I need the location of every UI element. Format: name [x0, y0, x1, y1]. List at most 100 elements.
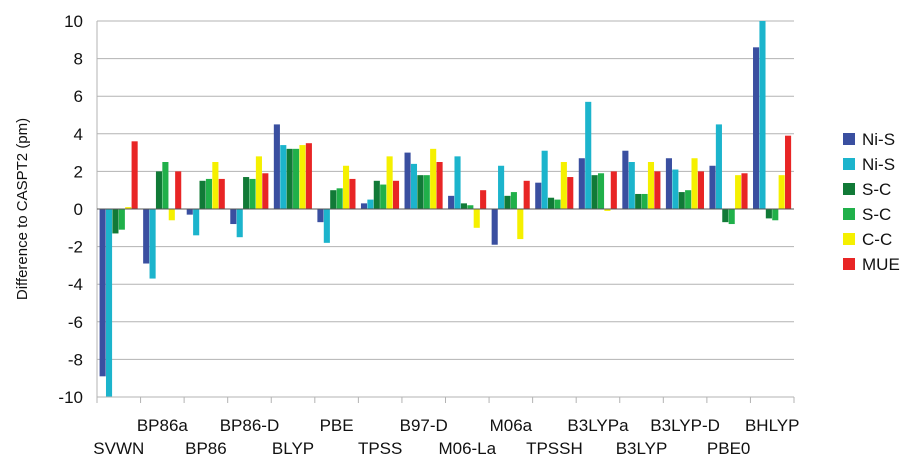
bar	[367, 199, 374, 209]
x-category-label: B3LYP-D	[650, 416, 720, 435]
bar	[604, 209, 611, 211]
bar	[654, 171, 661, 209]
bar	[323, 209, 330, 243]
bar	[386, 156, 393, 209]
bar	[336, 188, 343, 209]
bar	[373, 180, 380, 209]
bar	[125, 207, 132, 209]
legend-swatch	[843, 233, 855, 245]
bar	[131, 141, 138, 209]
bar	[118, 209, 125, 230]
bar	[199, 180, 206, 209]
x-category-label: B3LYP	[616, 439, 668, 457]
bar	[410, 163, 418, 209]
bar	[342, 165, 350, 209]
bar	[112, 209, 119, 234]
bar	[772, 209, 779, 221]
bar	[610, 171, 617, 209]
bar	[212, 162, 219, 209]
x-category-label: PBE0	[707, 439, 750, 457]
bar	[162, 162, 169, 209]
bar	[541, 150, 548, 209]
y-tick-label: -2	[68, 238, 83, 257]
bar	[218, 178, 225, 209]
x-category-label: BP86-D	[220, 416, 280, 435]
bar	[236, 209, 243, 238]
bar	[205, 178, 213, 209]
bar	[293, 148, 300, 209]
bar	[622, 150, 629, 209]
axes	[96, 21, 795, 403]
bar	[480, 190, 487, 209]
bar	[697, 171, 704, 209]
bar	[460, 203, 467, 209]
bar	[498, 165, 505, 209]
bar	[510, 192, 517, 209]
legend-swatch	[843, 208, 855, 220]
bar	[722, 209, 729, 223]
bar	[317, 209, 324, 223]
labels: -10 -8 -6 -4 -2 0 2 4 6 8 10 SVWN BP86a BP86 BP86-D BLY…	[58, 12, 799, 457]
bar	[186, 209, 193, 215]
bar	[554, 199, 561, 209]
x-category-label: TPSS	[358, 439, 402, 457]
bar	[105, 209, 113, 397]
legend-swatch	[843, 133, 855, 145]
bar	[778, 175, 785, 209]
bar	[759, 21, 766, 209]
x-category-label: BHLYP	[745, 416, 800, 435]
y-tick-label: -4	[68, 275, 83, 294]
bars	[99, 21, 792, 397]
bar	[330, 190, 337, 209]
y-tick-label: 0	[74, 200, 83, 219]
bar	[548, 197, 555, 209]
bar	[193, 209, 200, 236]
bar	[155, 171, 163, 209]
bar	[99, 209, 106, 377]
bar	[591, 175, 598, 209]
bar	[635, 193, 642, 209]
bar	[417, 175, 424, 209]
bar	[728, 209, 735, 225]
bar	[685, 190, 692, 209]
x-category-label: B3LYPa	[567, 416, 629, 435]
bar	[436, 162, 443, 209]
y-tick-label: -8	[68, 350, 83, 369]
bar	[641, 193, 648, 209]
y-tick-label: 6	[74, 87, 83, 106]
x-category-label: SVWN	[93, 439, 144, 457]
bar	[678, 192, 685, 209]
bar	[454, 156, 461, 209]
bar	[628, 162, 635, 209]
y-tick-label: 8	[74, 50, 83, 69]
x-category-label: BLYP	[272, 439, 314, 457]
bar	[785, 135, 792, 209]
bar	[504, 195, 511, 209]
y-tick-label: -6	[68, 313, 83, 332]
bar	[249, 178, 256, 209]
legend: Ni-S Ni-S S-C S-C C-C MUE	[843, 130, 900, 274]
legend-swatch	[843, 158, 855, 170]
y-tick-label: 10	[64, 12, 83, 31]
bar	[430, 148, 437, 209]
bar	[597, 173, 605, 209]
bar	[735, 175, 742, 209]
bar	[491, 209, 498, 245]
legend-label: MUE	[862, 255, 900, 274]
x-category-label: BP86	[185, 439, 227, 457]
bar	[672, 169, 679, 209]
bar	[230, 209, 237, 225]
bar	[168, 209, 175, 221]
bar	[578, 158, 585, 209]
bar	[360, 203, 368, 209]
legend-label: Ni-S	[862, 155, 895, 174]
x-category-label: BP86a	[137, 416, 189, 435]
bar	[665, 158, 672, 209]
x-category-label: PBE	[320, 416, 354, 435]
bar	[143, 209, 150, 264]
bar	[349, 178, 356, 209]
legend-swatch	[843, 183, 855, 195]
bar	[149, 209, 156, 279]
bar	[765, 209, 772, 219]
bar	[691, 158, 698, 209]
